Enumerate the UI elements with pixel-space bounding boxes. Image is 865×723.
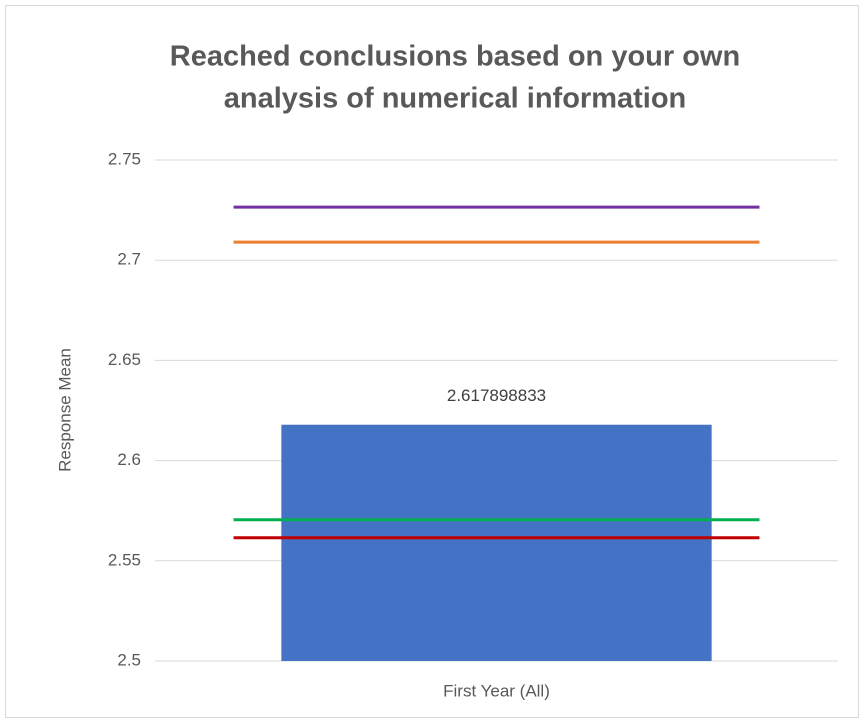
y-tick-label: 2.5	[117, 650, 141, 669]
x-tick-label: First Year (All)	[443, 681, 550, 700]
y-tick-label: 2.75	[108, 149, 141, 168]
y-tick-label: 2.7	[117, 250, 141, 269]
chart-title: analysis of numerical information	[224, 83, 687, 115]
y-axis-label: Response Mean	[55, 348, 74, 472]
y-tick-label: 2.6	[117, 450, 141, 469]
bar	[281, 424, 712, 661]
y-tick-label: 2.65	[108, 350, 141, 369]
chart-title: Reached conclusions based on your own	[170, 41, 740, 73]
data-label: 2.617898833	[447, 386, 546, 405]
y-tick-label: 2.55	[108, 550, 141, 569]
